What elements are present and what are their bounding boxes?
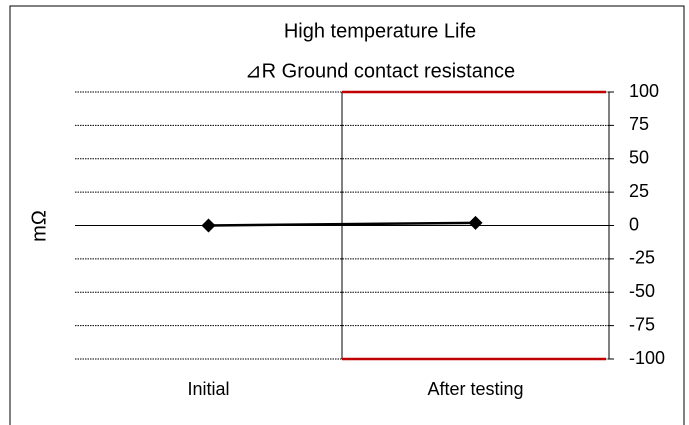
- x-tick-label: After testing: [427, 379, 523, 399]
- y-tick-label: -100: [629, 348, 665, 368]
- y-tick-label: 100: [629, 81, 659, 101]
- y-tick-label: -50: [629, 281, 655, 301]
- y-axis-label: mΩ: [28, 210, 50, 242]
- y-tick-label: -25: [629, 248, 655, 268]
- y-tick-label: 0: [629, 214, 639, 234]
- x-tick-label: Initial: [187, 379, 229, 399]
- y-tick-label: 50: [629, 148, 649, 168]
- y-tick-label: 25: [629, 181, 649, 201]
- y-tick-label: 75: [629, 114, 649, 134]
- y-tick-label: -75: [629, 314, 655, 334]
- chart-subtitle: ⊿R Ground contact resistance: [245, 60, 515, 82]
- data-point: [468, 215, 483, 230]
- chart-frame: [9, 5, 685, 425]
- series-line: [208, 221, 476, 227]
- chart-title: High temperature Life: [284, 20, 476, 42]
- data-point: [201, 218, 216, 233]
